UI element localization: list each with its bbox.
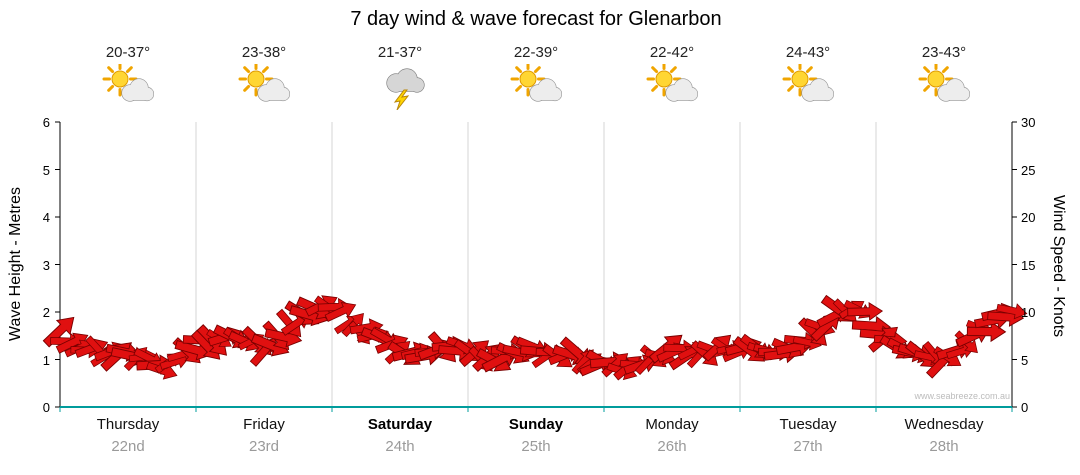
sun-cloud-icon	[782, 61, 835, 110]
left-tick-label: 0	[42, 400, 50, 415]
day-column-label: Wednesday 28th	[876, 416, 1012, 455]
day-date: 25th	[521, 438, 551, 455]
right-tick-label: 15	[1021, 257, 1036, 273]
right-tick-label: 25	[1021, 162, 1036, 178]
temperature-range: 20-37°	[105, 44, 151, 61]
storm-icon	[374, 64, 426, 111]
sun-cloud-icon	[510, 61, 563, 110]
day-date: 28th	[929, 438, 959, 455]
temperature-range: 22-42°	[649, 44, 695, 61]
day-name: Wednesday	[904, 416, 984, 433]
right-tick-label: 5	[1021, 352, 1029, 368]
day-date: 27th	[793, 438, 823, 455]
day-column-label: Sunday 25th	[468, 416, 604, 455]
day-name: Tuesday	[779, 416, 837, 433]
wind-arrow	[847, 302, 884, 321]
day-column-label: Friday 23rd	[196, 416, 332, 455]
chart-title: 7 day wind & wave forecast for Glenarbon	[350, 8, 722, 30]
left-tick-label: 5	[42, 162, 50, 178]
right-tick-label: 20	[1021, 210, 1036, 225]
sun-cloud-icon	[646, 61, 699, 110]
right-tick-label: 0	[1021, 400, 1029, 415]
left-tick-label: 6	[42, 115, 50, 130]
temperature-range: 21-37°	[377, 44, 423, 61]
day-name: Friday	[243, 416, 285, 433]
wind-arrow	[996, 303, 1028, 320]
right-tick-label: 30	[1021, 115, 1036, 130]
left-tick-label: 3	[42, 257, 50, 273]
day-date: 22nd	[111, 438, 145, 455]
sun-cloud-icon	[102, 61, 155, 110]
day-name: Thursday	[96, 416, 160, 433]
left-tick-label: 4	[42, 210, 50, 225]
day-column-label: Tuesday 27th	[740, 416, 876, 455]
watermark: www.seabreeze.com.au	[914, 391, 1010, 401]
day-date: 23rd	[248, 438, 280, 455]
day-name: Sunday	[508, 416, 564, 433]
day-date: 24th	[385, 438, 415, 455]
temperature-range: 23-38°	[241, 44, 287, 61]
day-column-label: Saturday 24th	[332, 416, 468, 455]
day-name: Saturday	[367, 416, 433, 433]
sun-cloud-icon	[238, 61, 291, 110]
temperature-range: 24-43°	[785, 44, 831, 61]
right-tick-label: 10	[1021, 305, 1036, 320]
day-column-label: Monday 26th	[604, 416, 740, 455]
left-tick-label: 2	[42, 305, 50, 320]
day-date: 26th	[657, 438, 687, 455]
wind-arrow	[966, 321, 1007, 343]
temperature-range: 22-39°	[513, 44, 559, 61]
sun-cloud-icon	[918, 61, 971, 110]
temperature-range: 23-43°	[921, 44, 967, 61]
left-tick-label: 1	[42, 352, 50, 368]
day-column-label: Thursday 22nd	[60, 416, 196, 455]
day-name: Monday	[645, 416, 699, 433]
